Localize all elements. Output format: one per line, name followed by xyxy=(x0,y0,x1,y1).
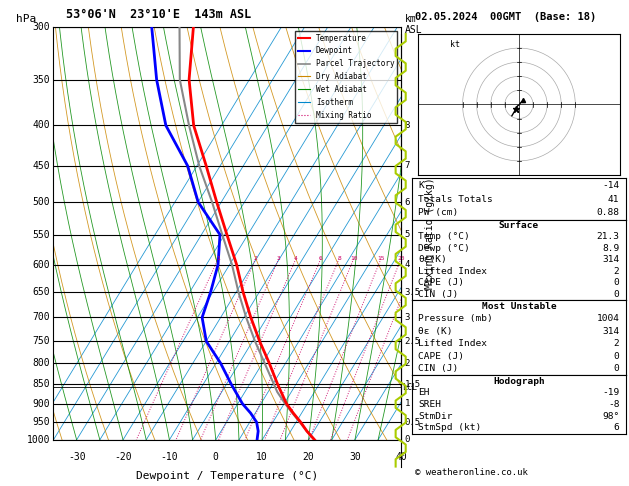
Text: LCL: LCL xyxy=(403,383,418,392)
Text: 6: 6 xyxy=(404,197,410,207)
Text: -8: -8 xyxy=(608,400,620,409)
Text: 2.5: 2.5 xyxy=(404,337,421,346)
Text: 20: 20 xyxy=(303,452,314,462)
Text: -20: -20 xyxy=(114,452,132,462)
Text: 3: 3 xyxy=(404,313,410,322)
Text: 8: 8 xyxy=(404,121,410,130)
Text: 1: 1 xyxy=(404,399,410,408)
Text: -19: -19 xyxy=(602,388,620,397)
Text: 40: 40 xyxy=(396,452,407,462)
Text: 8.9: 8.9 xyxy=(602,244,620,253)
Text: ASL: ASL xyxy=(404,25,422,35)
Text: 98°: 98° xyxy=(602,412,620,420)
Text: 450: 450 xyxy=(32,161,50,171)
Text: 5: 5 xyxy=(404,230,410,239)
Text: 314: 314 xyxy=(602,255,620,264)
Text: Pressure (mb): Pressure (mb) xyxy=(418,314,493,323)
Text: 850: 850 xyxy=(32,379,50,389)
Text: CAPE (J): CAPE (J) xyxy=(418,352,464,361)
Text: 30: 30 xyxy=(349,452,361,462)
Text: 10: 10 xyxy=(350,256,357,260)
Text: 750: 750 xyxy=(32,336,50,346)
Text: -14: -14 xyxy=(602,181,620,190)
Text: Lifted Index: Lifted Index xyxy=(418,339,487,348)
Text: Surface: Surface xyxy=(499,221,539,230)
Text: 10: 10 xyxy=(256,452,268,462)
Text: θε(K): θε(K) xyxy=(418,255,447,264)
Text: 300: 300 xyxy=(32,22,50,32)
Text: Temp (°C): Temp (°C) xyxy=(418,232,470,242)
Text: 0: 0 xyxy=(614,352,620,361)
Text: 6: 6 xyxy=(319,256,323,260)
Text: 4: 4 xyxy=(294,256,298,260)
Text: 25: 25 xyxy=(413,256,421,260)
Text: 1: 1 xyxy=(216,256,220,260)
Text: 53°06'N  23°10'E  143m ASL: 53°06'N 23°10'E 143m ASL xyxy=(66,8,252,21)
Text: 6: 6 xyxy=(614,423,620,432)
Text: CIN (J): CIN (J) xyxy=(418,290,459,298)
Text: 4: 4 xyxy=(404,260,410,269)
Text: Mixing Ratio (g/kg): Mixing Ratio (g/kg) xyxy=(425,177,435,289)
Text: 550: 550 xyxy=(32,230,50,240)
Text: 650: 650 xyxy=(32,287,50,297)
Text: 600: 600 xyxy=(32,260,50,270)
Text: 0.5: 0.5 xyxy=(404,418,421,427)
Text: 41: 41 xyxy=(608,194,620,204)
Text: Hodograph: Hodograph xyxy=(493,377,545,385)
Text: 1004: 1004 xyxy=(596,314,620,323)
Text: CAPE (J): CAPE (J) xyxy=(418,278,464,287)
Text: 3: 3 xyxy=(277,256,281,260)
Text: 400: 400 xyxy=(32,121,50,130)
Text: 1000: 1000 xyxy=(26,435,50,445)
Text: Lifted Index: Lifted Index xyxy=(418,267,487,276)
Text: 0: 0 xyxy=(404,435,410,444)
Text: PW (cm): PW (cm) xyxy=(418,208,459,217)
Text: 02.05.2024  00GMT  (Base: 18): 02.05.2024 00GMT (Base: 18) xyxy=(415,12,596,22)
Text: -30: -30 xyxy=(68,452,86,462)
Text: © weatheronline.co.uk: © weatheronline.co.uk xyxy=(415,468,528,477)
Text: 1.5: 1.5 xyxy=(404,380,421,389)
Text: 314: 314 xyxy=(602,327,620,336)
Text: kt: kt xyxy=(450,40,460,49)
Text: hPa: hPa xyxy=(16,14,36,24)
Text: 0: 0 xyxy=(614,290,620,298)
Text: StmDir: StmDir xyxy=(418,412,453,420)
Text: 950: 950 xyxy=(32,417,50,427)
Text: Most Unstable: Most Unstable xyxy=(482,302,556,311)
Text: 2: 2 xyxy=(404,359,410,368)
Text: SREH: SREH xyxy=(418,400,442,409)
Text: km: km xyxy=(404,14,416,24)
Text: 0.88: 0.88 xyxy=(596,208,620,217)
Text: 900: 900 xyxy=(32,399,50,409)
Text: 800: 800 xyxy=(32,358,50,368)
Text: 2: 2 xyxy=(614,339,620,348)
Text: 15: 15 xyxy=(377,256,385,260)
Text: 7: 7 xyxy=(404,161,410,171)
Text: CIN (J): CIN (J) xyxy=(418,364,459,373)
Text: 0: 0 xyxy=(213,452,219,462)
Text: 500: 500 xyxy=(32,197,50,207)
Text: θε (K): θε (K) xyxy=(418,327,453,336)
Text: 0: 0 xyxy=(614,278,620,287)
Text: Totals Totals: Totals Totals xyxy=(418,194,493,204)
Text: 3.5: 3.5 xyxy=(404,288,421,296)
Text: 8: 8 xyxy=(337,256,341,260)
Text: 20: 20 xyxy=(397,256,404,260)
Text: StmSpd (kt): StmSpd (kt) xyxy=(418,423,482,432)
Text: 2: 2 xyxy=(253,256,257,260)
Text: Dewpoint / Temperature (°C): Dewpoint / Temperature (°C) xyxy=(136,471,318,482)
Text: EH: EH xyxy=(418,388,430,397)
Text: -10: -10 xyxy=(160,452,178,462)
Legend: Temperature, Dewpoint, Parcel Trajectory, Dry Adiabat, Wet Adiabat, Isotherm, Mi: Temperature, Dewpoint, Parcel Trajectory… xyxy=(295,31,398,122)
Text: 21.3: 21.3 xyxy=(596,232,620,242)
Text: Dewp (°C): Dewp (°C) xyxy=(418,244,470,253)
Text: 350: 350 xyxy=(32,75,50,85)
Text: 2: 2 xyxy=(614,267,620,276)
Text: K: K xyxy=(418,181,424,190)
Text: 0: 0 xyxy=(614,364,620,373)
Text: 700: 700 xyxy=(32,312,50,322)
